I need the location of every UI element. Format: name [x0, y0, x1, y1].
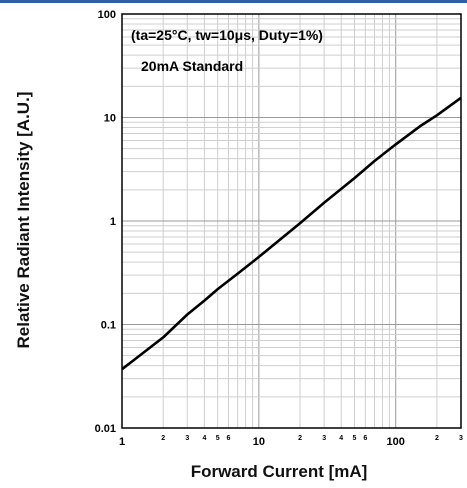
y-tick-label: 1 [110, 216, 116, 228]
x-tick-label: 1 [119, 436, 125, 448]
x-axis-title: Forward Current [mA] [191, 462, 368, 481]
series-line-1 [121, 96, 462, 371]
y-axis-title: Relative Radiant Intensity [A.U.] [14, 92, 33, 349]
test-conditions-annotation: (ta=25°C, tw=10μs, Duty=1%) [131, 27, 323, 43]
x-minor-tick-label: 4 [339, 435, 343, 442]
grid [121, 13, 462, 429]
x-minor-tick-label: 3 [459, 435, 463, 442]
y-tick-label: 10 [104, 113, 116, 125]
series-layer [121, 96, 462, 371]
x-minor-tick-label: 2 [161, 435, 165, 442]
y-tick-label: 0.1 [101, 320, 116, 332]
y-tick-label: 0.01 [95, 423, 116, 435]
standard-current-annotation: 20mA Standard [141, 58, 243, 74]
x-minor-tick-label: 3 [322, 435, 326, 442]
top-accent-bar [0, 0, 467, 3]
x-minor-tick-label: 2 [298, 435, 302, 442]
y-tick-label: 100 [98, 9, 116, 21]
x-tick-label: 100 [387, 436, 405, 448]
x-tick-label: 10 [253, 436, 265, 448]
x-minor-tick-label: 5 [216, 435, 220, 442]
x-minor-tick-label: 4 [202, 435, 206, 442]
plot-frame [121, 13, 462, 429]
x-minor-tick-label: 3 [185, 435, 189, 442]
x-minor-tick-label: 6 [363, 435, 367, 442]
x-minor-tick-label: 6 [227, 435, 231, 442]
x-minor-tick-label: 2 [435, 435, 439, 442]
x-minor-tick-label: 5 [353, 435, 357, 442]
